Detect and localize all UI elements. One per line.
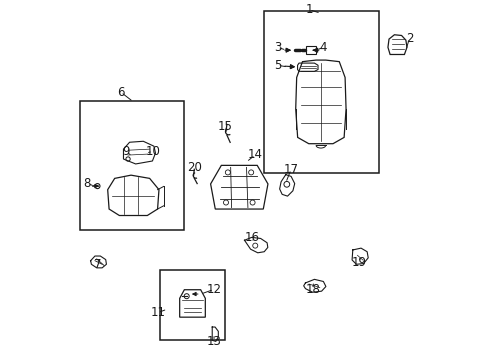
Text: 6: 6 <box>117 86 124 99</box>
Text: 11: 11 <box>150 306 165 319</box>
Text: 18: 18 <box>305 283 320 296</box>
Text: 1: 1 <box>305 3 312 16</box>
Text: 20: 20 <box>186 161 202 174</box>
Text: 9: 9 <box>122 145 130 158</box>
Text: 13: 13 <box>206 335 221 348</box>
Bar <box>80 101 183 230</box>
Bar <box>264 12 378 173</box>
Text: 16: 16 <box>244 231 259 244</box>
Text: 12: 12 <box>206 283 221 296</box>
Text: 15: 15 <box>217 120 232 133</box>
Text: 19: 19 <box>351 256 366 269</box>
Text: 17: 17 <box>283 163 298 176</box>
Text: 2: 2 <box>405 32 412 45</box>
Text: 10: 10 <box>145 145 160 158</box>
Bar <box>305 46 316 54</box>
Text: 5: 5 <box>273 59 281 72</box>
Text: 14: 14 <box>247 148 262 161</box>
Text: 4: 4 <box>319 41 326 54</box>
Text: 7: 7 <box>94 258 102 271</box>
Text: 3: 3 <box>273 41 281 54</box>
Bar <box>160 270 224 339</box>
Text: 8: 8 <box>83 177 91 190</box>
